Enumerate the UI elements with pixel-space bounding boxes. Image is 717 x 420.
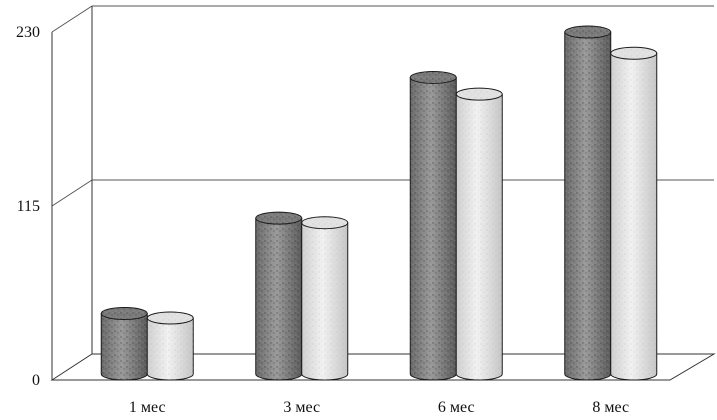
x-tick-label: 6 мес bbox=[438, 399, 475, 415]
bar-texture bbox=[301, 222, 348, 380]
bar bbox=[564, 25, 612, 381]
y-tick-label: 115 bbox=[17, 198, 40, 215]
y-tick-label: 230 bbox=[16, 24, 40, 41]
x-tick-label: 8 мес bbox=[592, 399, 629, 415]
y-tick-label: 0 bbox=[32, 372, 40, 389]
chart-floor bbox=[50, 353, 716, 381]
bar-texture bbox=[147, 318, 194, 380]
bar-cap-texture bbox=[456, 88, 503, 101]
bar-cap-texture bbox=[255, 212, 302, 225]
bar bbox=[301, 216, 349, 381]
bar bbox=[100, 306, 148, 381]
bar bbox=[409, 70, 457, 381]
bar-texture bbox=[564, 32, 611, 380]
bar-cap-texture bbox=[610, 47, 657, 60]
gridline-side bbox=[51, 5, 93, 33]
labels-layer: 0 115 230 1 мес 3 мес 6 мес 8 мес bbox=[16, 24, 629, 416]
bar bbox=[255, 211, 303, 381]
bars-layer bbox=[100, 25, 658, 381]
bar-cap-texture bbox=[301, 216, 348, 229]
bar-texture bbox=[101, 313, 148, 380]
gridline-side bbox=[51, 179, 93, 207]
bar-texture bbox=[255, 218, 302, 380]
grid-layer bbox=[50, 5, 716, 381]
bar-cap-texture bbox=[101, 307, 148, 320]
x-tick-label: 3 мес bbox=[283, 399, 320, 415]
bar bbox=[455, 87, 503, 381]
x-tick-label: 1 мес bbox=[129, 399, 166, 415]
bar bbox=[146, 311, 194, 381]
bar-texture bbox=[610, 53, 657, 381]
bar-cap-texture bbox=[564, 26, 611, 39]
bar-texture bbox=[456, 94, 503, 380]
bar-cap-texture bbox=[410, 71, 457, 84]
bar-texture bbox=[410, 77, 457, 380]
bar-cap-texture bbox=[147, 312, 194, 325]
bar bbox=[610, 46, 658, 381]
